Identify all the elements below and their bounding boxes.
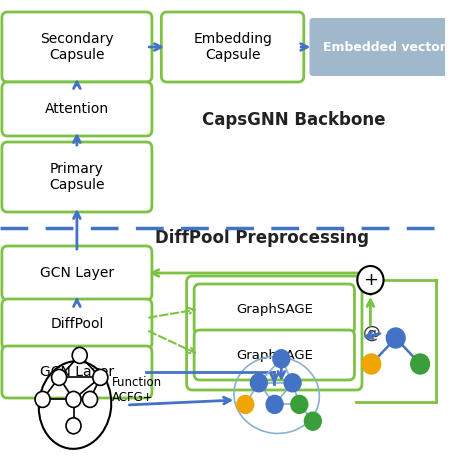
FancyBboxPatch shape xyxy=(2,246,152,300)
Text: DiffPool: DiffPool xyxy=(50,317,104,331)
FancyBboxPatch shape xyxy=(310,18,467,76)
Text: +: + xyxy=(363,271,378,289)
Text: Embedded vectors: Embedded vectors xyxy=(323,40,453,54)
Circle shape xyxy=(291,395,308,413)
Circle shape xyxy=(93,369,108,385)
Circle shape xyxy=(66,392,81,407)
FancyBboxPatch shape xyxy=(187,276,362,390)
Text: DiffPool Preprocessing: DiffPool Preprocessing xyxy=(155,229,369,247)
Circle shape xyxy=(52,369,66,385)
Circle shape xyxy=(72,347,87,364)
Text: GraphSAGE: GraphSAGE xyxy=(236,302,313,316)
Circle shape xyxy=(237,395,254,413)
FancyBboxPatch shape xyxy=(161,12,304,82)
Circle shape xyxy=(273,350,290,368)
Text: GCN Layer: GCN Layer xyxy=(40,266,114,280)
FancyBboxPatch shape xyxy=(2,142,152,212)
Text: Attention: Attention xyxy=(45,102,109,116)
Circle shape xyxy=(362,354,381,374)
Circle shape xyxy=(82,392,98,407)
Circle shape xyxy=(411,354,429,374)
Text: Secondary
Capsule: Secondary Capsule xyxy=(40,32,114,62)
FancyBboxPatch shape xyxy=(2,299,152,349)
Text: Embedding
Capsule: Embedding Capsule xyxy=(193,32,272,62)
Circle shape xyxy=(66,418,81,434)
Text: GraphSAGE: GraphSAGE xyxy=(236,348,313,362)
FancyBboxPatch shape xyxy=(194,330,355,380)
Text: CapsGNN Backbone: CapsGNN Backbone xyxy=(201,111,385,129)
FancyBboxPatch shape xyxy=(2,346,152,398)
Text: GCN Layer: GCN Layer xyxy=(40,365,114,379)
Circle shape xyxy=(35,392,50,407)
Circle shape xyxy=(386,328,405,348)
Text: Primary
Capsule: Primary Capsule xyxy=(49,162,105,192)
Circle shape xyxy=(266,395,283,413)
Text: Function
ACFG+: Function ACFG+ xyxy=(111,376,162,404)
FancyBboxPatch shape xyxy=(194,284,355,334)
Circle shape xyxy=(284,374,301,392)
Circle shape xyxy=(357,266,383,294)
Circle shape xyxy=(250,374,267,392)
FancyBboxPatch shape xyxy=(2,82,152,136)
Circle shape xyxy=(304,412,321,430)
Text: @: @ xyxy=(363,324,380,342)
FancyBboxPatch shape xyxy=(2,12,152,82)
